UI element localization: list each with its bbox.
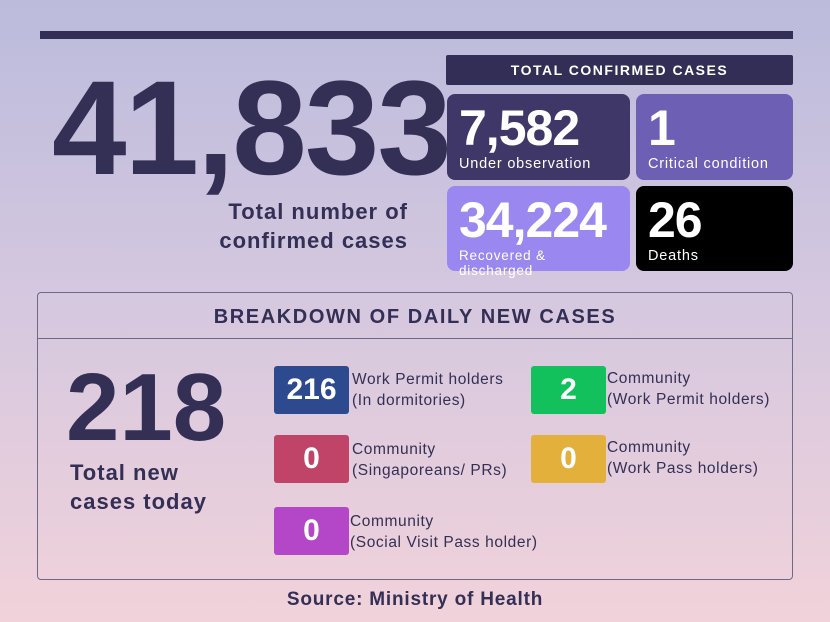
card-recovered: 34,224 Recovered & discharged bbox=[447, 186, 630, 278]
community-sg-pr-label: Community (Singaporeans/ PRs) bbox=[352, 441, 508, 479]
card-under-observation: 7,582 Under observation bbox=[447, 94, 630, 180]
total-confirmed-value: 41,833 bbox=[52, 54, 452, 203]
source-note: Source: Ministry of Health bbox=[286, 589, 544, 610]
total-confirmed-label: Total number of confirmed cases bbox=[219, 199, 408, 253]
card-deaths: 26 Deaths bbox=[636, 186, 793, 271]
breakdown-title: BREAKDOWN OF DAILY NEW CASES bbox=[37, 293, 793, 339]
community-work-permit-count: 2 bbox=[531, 366, 606, 414]
total-confirmed-header: TOTAL CONFIRMED CASES bbox=[446, 55, 793, 85]
community-work-pass-count: 0 bbox=[531, 435, 606, 483]
community-work-pass-label: Community (Work Pass holders) bbox=[607, 439, 759, 477]
breakdown-panel bbox=[37, 292, 793, 580]
header-divider bbox=[40, 31, 793, 39]
community-social-visit-label: Community (Social Visit Pass holder) bbox=[350, 513, 538, 551]
community-work-permit-label: Community (Work Permit holders) bbox=[607, 370, 771, 408]
dormitory-label: Work Permit holders (In dormitories) bbox=[352, 371, 504, 409]
new-cases-label: Total new cases today bbox=[70, 460, 207, 514]
card-critical: 1 Critical condition bbox=[636, 94, 793, 180]
community-social-visit-count: 0 bbox=[274, 507, 349, 555]
community-sg-pr-count: 0 bbox=[274, 435, 349, 483]
new-cases-total: 218 bbox=[66, 354, 227, 461]
dormitory-count: 216 bbox=[274, 366, 349, 414]
